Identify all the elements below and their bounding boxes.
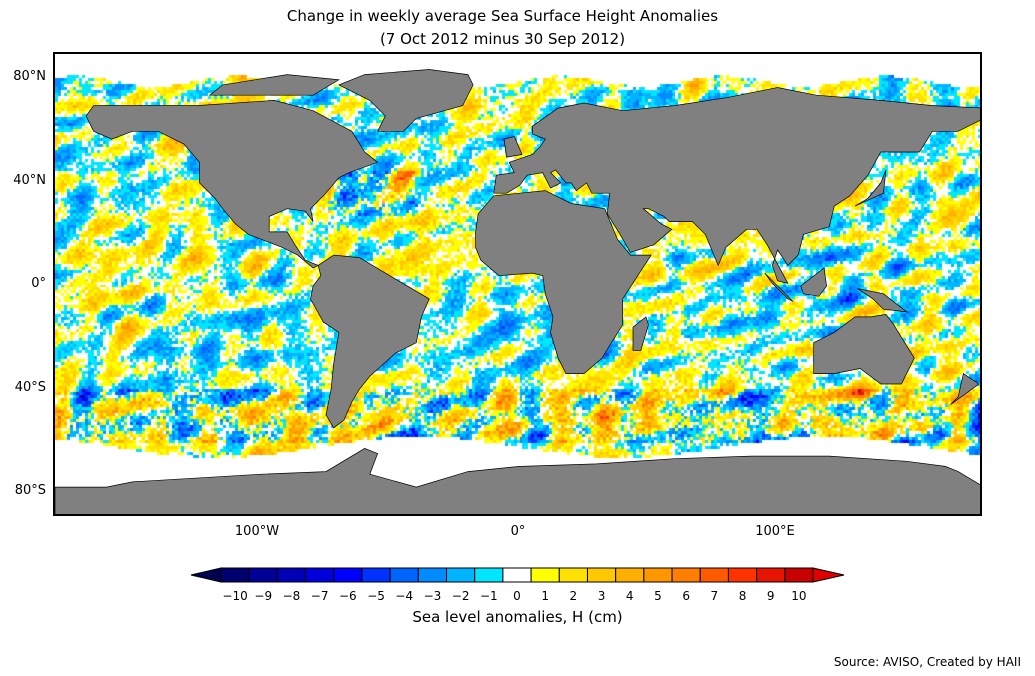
colorbar-swatch — [474, 567, 504, 583]
land-madagascar — [632, 316, 649, 351]
colorbar — [190, 567, 845, 583]
land-new-guinea — [857, 288, 908, 313]
colorbar-swatch — [586, 567, 617, 583]
colorbar-tick-label: 2 — [569, 589, 578, 603]
lat-label-80n: 80°N — [13, 69, 46, 84]
land-uk — [503, 136, 523, 158]
colorbar-tick-label: −3 — [423, 589, 442, 603]
colorbar-swatch — [333, 567, 363, 583]
colorbar-tick-label: −2 — [451, 589, 470, 603]
lat-label-40n: 40°N — [13, 173, 46, 188]
colorbar-swatch — [615, 567, 645, 583]
chart-title: Change in weekly average Sea Surface Hei… — [286, 7, 719, 25]
colorbar-swatch — [502, 567, 532, 583]
lat-label-40s: 40°S — [14, 380, 46, 395]
land-antarctica — [55, 448, 980, 514]
colorbar-swatch — [671, 567, 701, 583]
colorbar-extend-low — [190, 567, 222, 583]
colorbar-tick-label: −10 — [222, 589, 248, 603]
colorbar-swatch — [417, 567, 448, 583]
colorbar-tick-label: 5 — [654, 589, 662, 603]
colorbar-tick-label: 9 — [766, 589, 775, 603]
colorbar-swatch — [727, 567, 758, 583]
sea-level-map — [53, 52, 982, 516]
land-sumatra — [764, 272, 794, 302]
lon-label-0: 0° — [510, 524, 526, 539]
colorbar-swatch — [305, 567, 335, 583]
colorbar-swatch — [699, 567, 729, 583]
colorbar-swatch — [558, 567, 588, 583]
colorbar-swatch — [784, 567, 814, 583]
colorbar-swatch — [276, 567, 307, 583]
lon-label-100w: 100°W — [234, 524, 280, 539]
colorbar-tick-label: 0 — [513, 589, 521, 603]
colorbar-tick-label: 4 — [625, 589, 634, 603]
colorbar-tick-label: 1 — [541, 589, 550, 603]
colorbar-tick-label: −1 — [479, 589, 498, 603]
lat-label-80s: 80°S — [14, 483, 46, 498]
colorbar-tick-label: −6 — [338, 589, 357, 603]
colorbar-label: Sea level anomalies, H (cm) — [412, 608, 623, 626]
colorbar-tick-label: −9 — [254, 589, 273, 603]
lat-label-0: 0° — [31, 276, 46, 291]
colorbar-swatch — [220, 567, 250, 583]
land-japan — [854, 169, 887, 207]
colorbar-swatch — [361, 567, 391, 583]
colorbar-extend-high — [812, 567, 845, 583]
lon-label-100e: 100°E — [755, 524, 795, 539]
land-canadian-arctic — [208, 74, 340, 96]
land-new-zealand — [950, 373, 980, 405]
land-north-america — [85, 100, 379, 269]
colorbar-tick-label: 10 — [791, 589, 807, 603]
land-borneo — [800, 267, 827, 297]
land-masses — [55, 69, 980, 514]
colorbar-swatch — [446, 567, 476, 583]
colorbar-tick-label: 3 — [597, 589, 606, 603]
colorbar-tick-label: 7 — [710, 589, 719, 603]
colorbar-tick-label: 6 — [682, 589, 690, 603]
colorbar-swatch — [756, 567, 786, 583]
land-eurasia — [493, 87, 980, 284]
chart-subtitle: (7 Oct 2012 minus 30 Sep 2012) — [379, 30, 626, 48]
colorbar-tick-label: −7 — [310, 589, 329, 603]
colorbar-tick-label: −5 — [367, 589, 385, 603]
colorbar-tick-label: −4 — [395, 589, 414, 603]
colorbar-swatch — [248, 567, 278, 583]
colorbar-swatch — [389, 567, 419, 583]
colorbar-tick-label: −8 — [282, 589, 301, 603]
colorbar-tick-label: 8 — [738, 589, 747, 603]
colorbar-swatch — [530, 567, 560, 583]
land-greenland — [338, 69, 474, 132]
source-note: Source: AVISO, Created by HAII — [833, 655, 1021, 669]
colorbar-swatch — [643, 567, 673, 583]
land-south-america — [310, 254, 430, 429]
land-africa — [475, 190, 652, 374]
land-australia — [813, 314, 915, 385]
